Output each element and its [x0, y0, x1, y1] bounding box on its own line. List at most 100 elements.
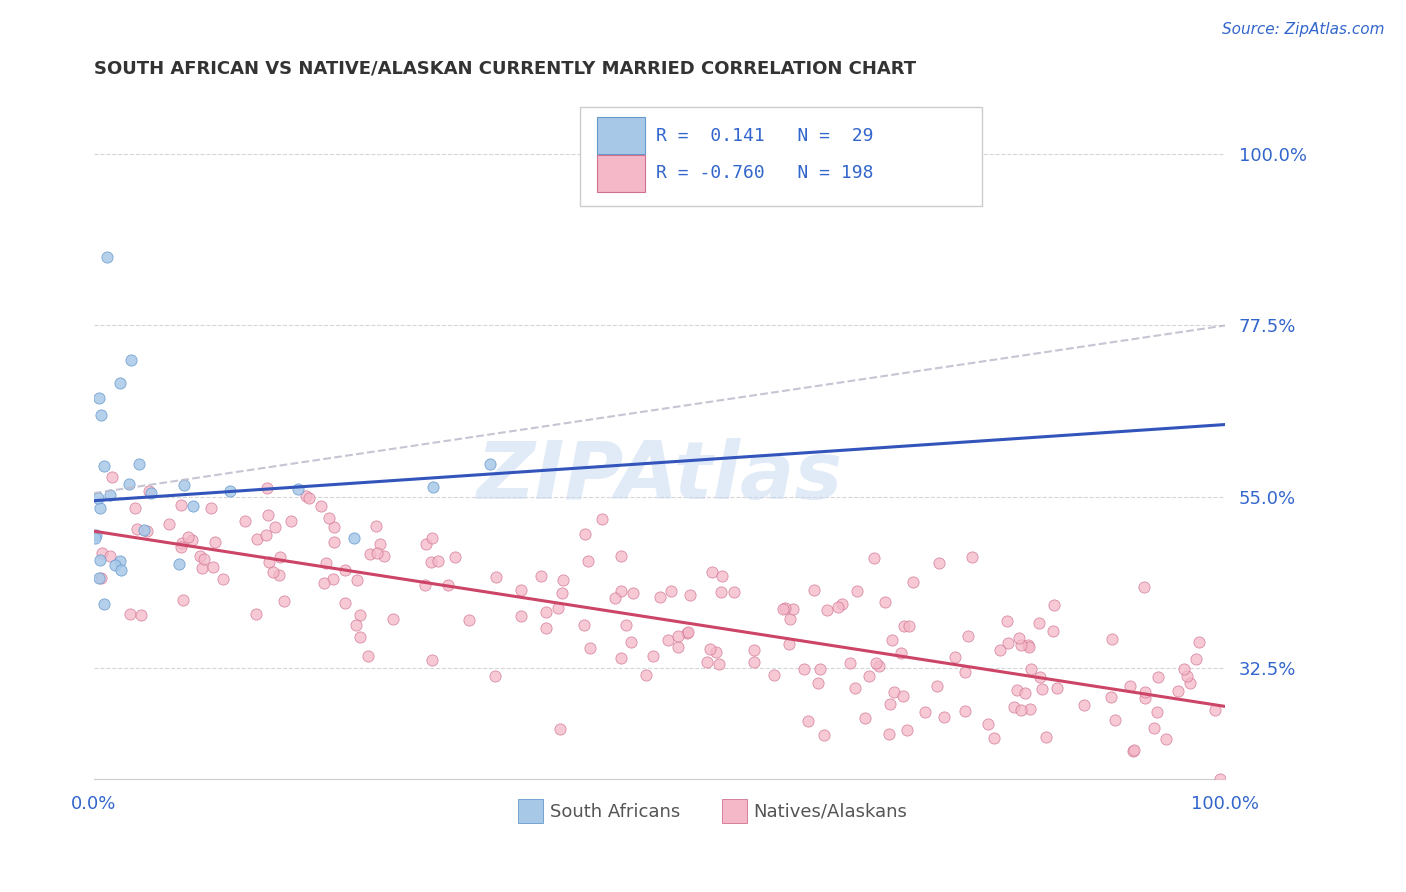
Point [858, 669, 880, 683]
Point [928, 556, 950, 570]
Point [666, 629, 689, 643]
FancyBboxPatch shape [598, 117, 645, 154]
Point [576, 553, 599, 567]
Point [193, 552, 215, 566]
Point [1029, 670, 1052, 684]
Text: South Africans: South Africans [550, 803, 681, 821]
Point [180, 533, 202, 548]
Point [357, 649, 380, 664]
Point [349, 630, 371, 644]
Point [903, 575, 925, 590]
Point [953, 705, 976, 719]
Point [118, 476, 141, 491]
Point [101, 470, 124, 484]
Point [104, 558, 127, 573]
Point [314, 576, 336, 591]
Point [574, 527, 596, 541]
Point [89, 553, 111, 567]
Point [1018, 640, 1040, 655]
Point [547, 601, 569, 615]
Point [997, 636, 1019, 650]
Point [1031, 681, 1053, 696]
Point [891, 689, 914, 703]
Point [170, 540, 193, 554]
Point [93, 597, 115, 611]
Point [89, 501, 111, 516]
Point [879, 727, 901, 741]
Point [419, 555, 441, 569]
Point [157, 516, 180, 531]
Point [1154, 732, 1177, 747]
Point [808, 662, 831, 676]
Point [880, 632, 903, 647]
Point [188, 549, 211, 563]
Point [202, 560, 225, 574]
Point [657, 633, 679, 648]
Point [413, 578, 436, 592]
Point [127, 522, 149, 536]
Point [118, 607, 141, 622]
Point [245, 607, 267, 622]
Point [1123, 743, 1146, 757]
Bar [721, 799, 747, 823]
Point [863, 551, 886, 566]
Point [120, 352, 142, 367]
Point [530, 569, 553, 583]
Point [772, 601, 794, 615]
Point [977, 717, 1000, 731]
Point [773, 601, 796, 615]
Point [87, 391, 110, 405]
Point [957, 629, 980, 643]
Point [890, 647, 912, 661]
Point [218, 484, 240, 499]
Point [309, 499, 332, 513]
Point [484, 570, 506, 584]
Point [322, 535, 344, 549]
Point [1175, 669, 1198, 683]
Point [287, 482, 309, 496]
Point [742, 642, 765, 657]
Point [1028, 616, 1050, 631]
Point [349, 608, 371, 623]
Point [995, 614, 1018, 628]
Point [426, 554, 449, 568]
Text: R = -0.760   N = 198: R = -0.760 N = 198 [657, 164, 873, 182]
Point [704, 645, 727, 659]
Point [1143, 721, 1166, 735]
Text: ZIPAtlas: ZIPAtlas [477, 438, 842, 516]
Point [273, 594, 295, 608]
FancyBboxPatch shape [598, 155, 645, 192]
Point [173, 477, 195, 491]
Point [93, 458, 115, 473]
Point [605, 591, 627, 606]
Point [962, 549, 984, 564]
Point [422, 480, 444, 494]
Point [893, 618, 915, 632]
Point [134, 523, 156, 537]
Point [925, 680, 948, 694]
Point [548, 722, 571, 736]
Point [641, 649, 664, 664]
Point [443, 550, 465, 565]
Point [803, 582, 825, 597]
Text: Source: ZipAtlas.com: Source: ZipAtlas.com [1222, 22, 1385, 37]
Point [298, 491, 321, 506]
Point [838, 657, 860, 671]
Point [484, 669, 506, 683]
Point [796, 714, 818, 729]
Point [1122, 744, 1144, 758]
Point [510, 609, 533, 624]
Point [181, 499, 204, 513]
Point [346, 573, 368, 587]
Point [1188, 635, 1211, 649]
Point [676, 625, 699, 640]
Point [831, 597, 853, 611]
Point [323, 520, 346, 534]
Point [1167, 683, 1189, 698]
Point [269, 550, 291, 565]
Point [815, 603, 838, 617]
Point [98, 549, 121, 563]
Point [1002, 700, 1025, 714]
Point [90, 409, 112, 423]
Point [813, 728, 835, 742]
